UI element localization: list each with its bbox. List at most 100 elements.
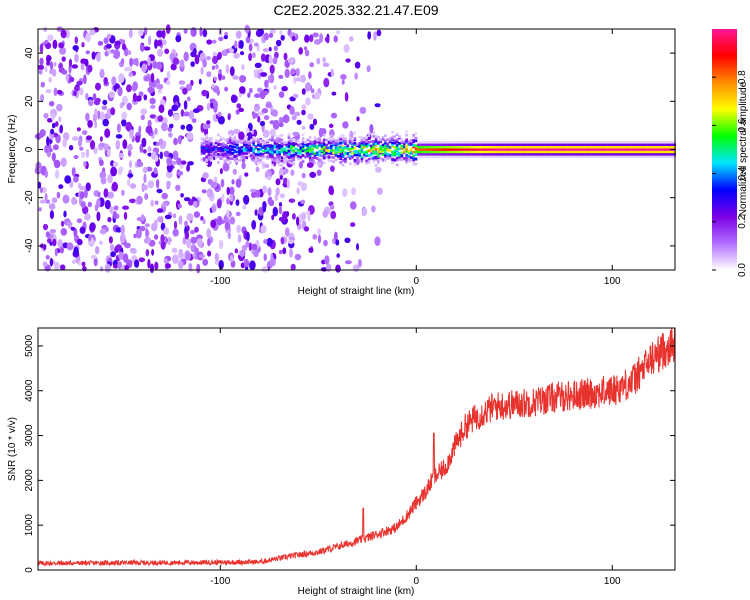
spectrogram-cell xyxy=(279,193,285,199)
spectrogram-cell xyxy=(341,146,345,150)
spectrogram-cell xyxy=(358,145,361,148)
spectrogram-cell xyxy=(97,40,104,46)
spectrogram-cell xyxy=(504,150,507,154)
spectrogram-cell xyxy=(62,194,70,204)
spectrogram-cell xyxy=(232,168,237,175)
spectrogram-cell xyxy=(182,87,188,95)
spectrogram-cell xyxy=(109,244,115,252)
spectrogram-cell xyxy=(122,253,129,263)
spectrogram-cell xyxy=(264,163,270,169)
spectrogram-cell xyxy=(268,47,272,52)
spectrogram-cell xyxy=(515,141,519,144)
spectrogram-cell xyxy=(190,61,195,67)
spectrogram-cell xyxy=(66,242,74,251)
spectrogram-cell xyxy=(657,141,660,144)
spectrogram-cell xyxy=(395,144,399,147)
spectrogram-cell xyxy=(558,153,561,156)
spectrogram-cell xyxy=(305,82,311,92)
spectrogram-cell xyxy=(569,148,573,151)
spectrogram-cell xyxy=(548,150,552,154)
spectrogram-cell xyxy=(532,153,535,156)
spectrogram-cell xyxy=(73,90,77,97)
spectrogram-cell xyxy=(595,153,599,156)
spectrogram-cell xyxy=(154,200,159,205)
spectrogram-cell xyxy=(567,141,571,144)
spectrogram-cell xyxy=(236,154,239,157)
spectrogram-cell xyxy=(82,130,88,136)
spectrogram-cell xyxy=(569,150,573,154)
spectrogram-cell xyxy=(104,199,111,210)
spectrogram-cell xyxy=(652,141,655,144)
spectrogram-cell xyxy=(525,148,528,151)
spectrogram-cell xyxy=(558,150,561,154)
spectrogram-cell xyxy=(236,143,239,147)
spectrogram-cell xyxy=(421,153,425,156)
spectrogram-cell xyxy=(42,261,48,267)
spectrogram-cell xyxy=(184,230,190,240)
spectrogram-cell xyxy=(298,47,304,55)
spectrogram-cell xyxy=(363,140,366,144)
spectrogram-cell xyxy=(309,123,315,130)
spectrogram-cell xyxy=(341,154,345,157)
spectrogram-cell xyxy=(217,143,220,147)
spectrogram-cell xyxy=(280,237,285,245)
spectrogram-cell xyxy=(664,153,667,156)
spectrogram-cell xyxy=(374,236,381,247)
spectrogram-cell xyxy=(494,141,498,144)
spectrogram-cell xyxy=(160,240,166,250)
spectrogram-cell xyxy=(138,91,144,97)
spectrogram-cell xyxy=(309,171,317,178)
spectrogram-cell xyxy=(565,141,568,144)
y-tick-label: 1000 xyxy=(24,514,35,537)
spectrogram-cell xyxy=(433,150,437,154)
spectrogram-cell xyxy=(51,122,56,129)
spectrogram-cell xyxy=(252,143,255,147)
spectrogram-cell xyxy=(567,153,571,156)
spectrogram-cell xyxy=(501,148,505,151)
spectrogram-cell xyxy=(180,109,185,117)
spectrogram-cell xyxy=(391,141,394,145)
spectrogram-cell xyxy=(210,137,213,140)
spectrogram-cell xyxy=(485,155,488,158)
spectrogram-cell xyxy=(428,141,432,144)
spectrogram-cell xyxy=(424,155,427,158)
spectrogram-cell xyxy=(248,43,253,52)
spectrogram-cell xyxy=(602,153,606,156)
spectrogram-cell xyxy=(310,88,315,94)
spectrogram-cell xyxy=(235,211,241,217)
spectrogram-cell xyxy=(668,141,672,144)
spectrogram-cell xyxy=(654,143,658,146)
spectrogram-cell xyxy=(280,147,284,150)
spectrogram-cell xyxy=(631,150,634,154)
spectrogram-cell xyxy=(241,162,246,170)
spectrogram-cell xyxy=(52,68,57,77)
spectrogram-cell xyxy=(348,36,354,42)
spectrogram-cell xyxy=(584,143,587,146)
spectrogram-cell xyxy=(136,195,143,205)
spectrogram-cell xyxy=(407,149,411,153)
spectrogram-cell xyxy=(421,150,425,154)
spectrogram-cell xyxy=(452,148,455,151)
spectrogram-cell xyxy=(541,145,545,149)
spectrogram-cell xyxy=(388,140,392,144)
spectrogram-cell xyxy=(250,146,253,150)
spectrogram-cell xyxy=(546,148,549,151)
spectrogram-cell xyxy=(442,155,446,158)
spectrogram-cell xyxy=(157,216,163,223)
spectrogram-cell xyxy=(107,191,114,199)
spectrogram-cell xyxy=(617,143,620,146)
spectrogram-cell xyxy=(414,139,418,143)
spectrogram-cell xyxy=(220,178,225,188)
spectrogram-cell xyxy=(450,143,453,146)
spectrogram-cell xyxy=(374,144,378,147)
spectrogram-cell xyxy=(228,160,232,163)
spectrogram-cell xyxy=(442,145,446,149)
spectrogram-cell xyxy=(330,141,333,144)
spectrogram-cell xyxy=(239,51,245,56)
spectrogram-cell xyxy=(405,144,408,148)
spectrogram-cell xyxy=(374,103,381,108)
spectrogram-cell xyxy=(635,141,639,144)
spectrogram-cell xyxy=(145,249,150,257)
spectrogram-cell xyxy=(186,213,194,221)
